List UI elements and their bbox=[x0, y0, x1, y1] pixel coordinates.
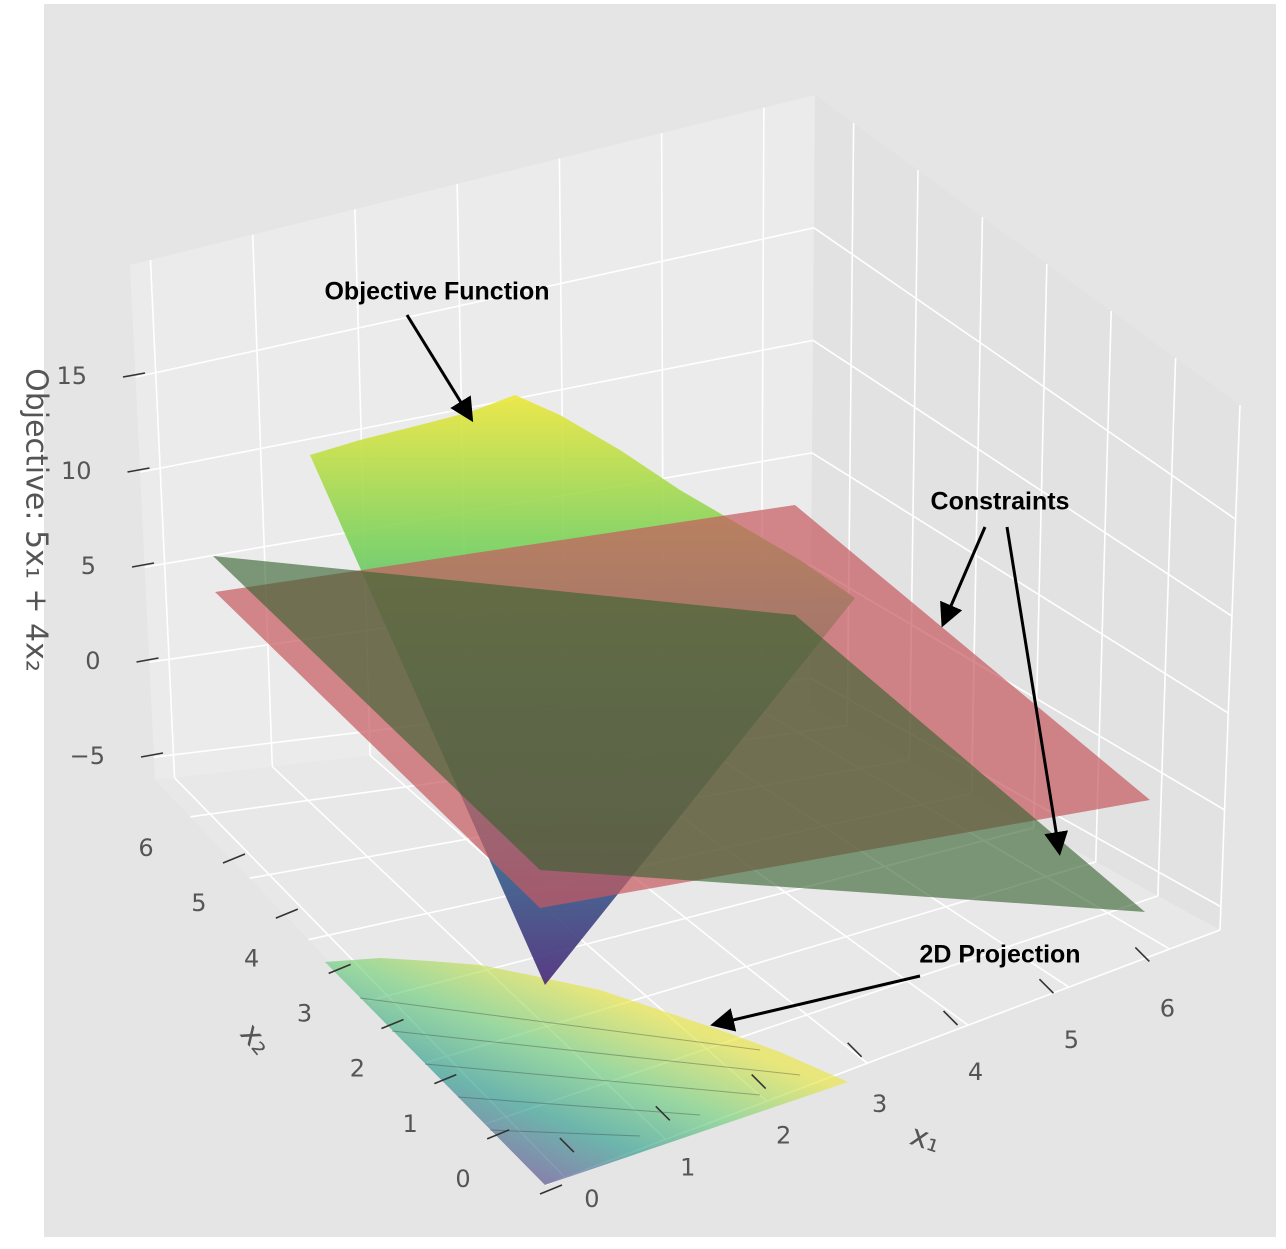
constraint-plane-2 bbox=[213, 556, 1145, 912]
contour bbox=[424, 1063, 761, 1096]
y-tick-label: 4 bbox=[244, 944, 259, 972]
tick-mark bbox=[486, 1129, 510, 1140]
tick-mark bbox=[328, 963, 351, 975]
x-tick-label: 6 bbox=[1160, 994, 1175, 1022]
contour bbox=[457, 1096, 701, 1116]
z-tick-label: 0 bbox=[85, 647, 100, 675]
tick-mark bbox=[1038, 978, 1055, 994]
x-tick-label: 2 bbox=[776, 1122, 791, 1150]
contour bbox=[391, 1030, 801, 1076]
projection-surface bbox=[325, 958, 848, 1185]
tick-mark bbox=[222, 853, 246, 864]
grid-line bbox=[813, 227, 1237, 520]
annotation: Objective Function bbox=[324, 278, 549, 306]
tick-mark bbox=[381, 1018, 404, 1030]
z-tick-label: 5 bbox=[81, 552, 96, 580]
y-tick-label: 1 bbox=[403, 1110, 418, 1138]
tick-mark bbox=[751, 1073, 767, 1090]
grid-line bbox=[1219, 404, 1241, 931]
x-tick-label: 0 bbox=[584, 1185, 599, 1213]
contour bbox=[489, 1129, 641, 1137]
annotation-arrow bbox=[405, 314, 474, 423]
grid-line bbox=[251, 234, 274, 767]
surfaces bbox=[213, 395, 1150, 1185]
x-tick-label: 4 bbox=[968, 1058, 983, 1086]
z-tick-label: 10 bbox=[61, 457, 92, 485]
x-tick-label: 5 bbox=[1064, 1026, 1079, 1054]
tick-mark bbox=[847, 1042, 863, 1058]
tick-mark bbox=[127, 467, 150, 473]
annotation: 2D Projection bbox=[919, 941, 1080, 969]
grid-line bbox=[139, 339, 814, 473]
y-tick-label: 5 bbox=[191, 889, 206, 917]
tick-mark bbox=[942, 1010, 959, 1026]
ticks: 0 1 2 3 4 5 6 0 1 2 3 4 5 6 −5 0 5 10 15 bbox=[56, 362, 1175, 1213]
grid-line bbox=[812, 339, 1233, 617]
grid-line bbox=[149, 259, 176, 778]
annotation-arrow bbox=[710, 974, 921, 1032]
grid-line bbox=[811, 452, 1229, 714]
annotation: Constraints bbox=[931, 488, 1070, 516]
tick-mark bbox=[434, 1073, 457, 1085]
annotation-arrow bbox=[940, 526, 987, 628]
tick-mark bbox=[140, 752, 164, 758]
annotation-arrow bbox=[1005, 526, 1068, 856]
y-tick-label: 3 bbox=[297, 1000, 312, 1028]
y-tick-label: 6 bbox=[138, 834, 153, 862]
tick-mark bbox=[136, 657, 159, 663]
projection-contours bbox=[359, 997, 801, 1137]
contour bbox=[359, 997, 761, 1051]
grid-line bbox=[1157, 358, 1177, 896]
y-tick-label: 0 bbox=[455, 1165, 470, 1193]
z-axis-label: Objective: 5x₁ + 4x₂ bbox=[19, 368, 54, 672]
grid-line bbox=[135, 227, 815, 378]
z-tick-label: 15 bbox=[56, 362, 87, 390]
x-tick-label: 1 bbox=[680, 1153, 695, 1181]
tick-mark bbox=[539, 1184, 563, 1195]
y-tick-label: 2 bbox=[350, 1055, 365, 1083]
tick-mark bbox=[122, 372, 146, 378]
tick-mark bbox=[275, 908, 299, 919]
tick-mark bbox=[131, 562, 155, 568]
z-tick-label: −5 bbox=[70, 742, 105, 770]
tick-mark bbox=[655, 1105, 671, 1121]
tick-mark bbox=[559, 1137, 575, 1153]
x-tick-label: 3 bbox=[872, 1090, 887, 1118]
tick-mark bbox=[1134, 946, 1150, 963]
